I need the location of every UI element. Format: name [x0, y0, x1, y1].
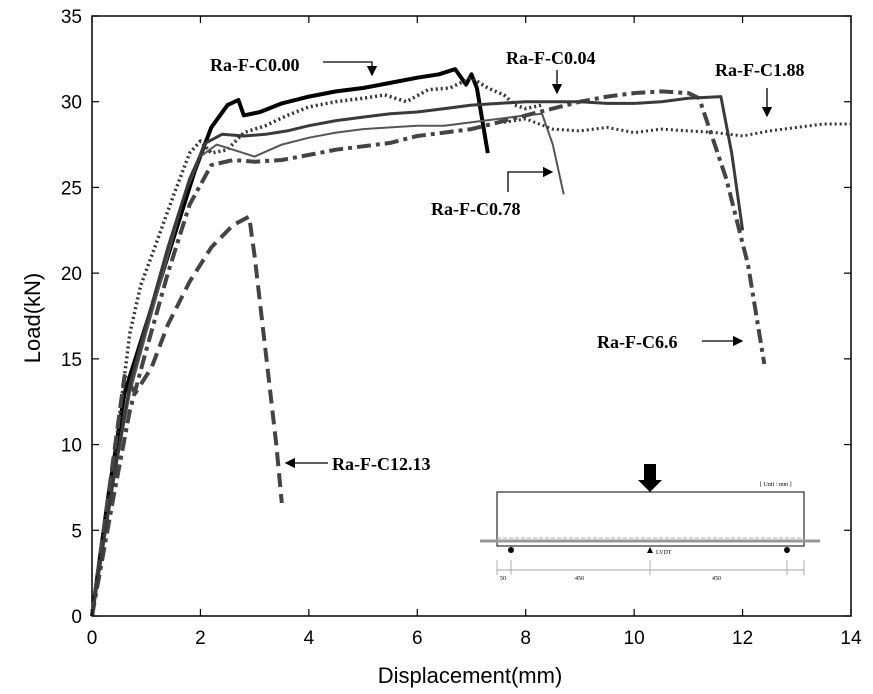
- x-tick-label: 14: [840, 628, 862, 649]
- series-line-ra-f-c1-88: [503, 117, 851, 138]
- series-line-ra-f-c12-13: [90, 214, 284, 617]
- y-tick-label: 5: [71, 521, 82, 542]
- right-support-icon: [784, 547, 790, 553]
- y-tick-label: 25: [61, 178, 82, 199]
- x-tick-label: 2: [195, 628, 206, 649]
- x-tick-label: 12: [732, 628, 753, 649]
- lvdt-label: LVDT: [656, 550, 672, 556]
- annotation-ra-f-c12-13: Ra-F-C12.13: [332, 454, 430, 474]
- y-axis-title: Load(kN): [20, 273, 45, 363]
- lvdt-marker-icon: [647, 547, 653, 553]
- x-tick-label: 0: [87, 628, 98, 649]
- annotation-arrow-ra-f-c0-00: [323, 61, 378, 77]
- unit-label: [ Unit : mm ]: [760, 482, 792, 488]
- annotation-ra-f-c6-6: Ra-F-C6.6: [597, 332, 677, 352]
- y-tick-label: 15: [61, 350, 82, 371]
- x-tick-label: 8: [520, 628, 531, 649]
- beam-body: [496, 491, 805, 547]
- dim-label: 450: [575, 576, 584, 582]
- y-tick-label: 20: [61, 264, 82, 285]
- y-tick-label: 10: [61, 436, 82, 457]
- plot-frame: [91, 15, 852, 617]
- annotation-layer: Ra-F-C0.00 Ra-F-C0.04 Ra-F-C1.88 Ra-F-C0.78…: [210, 48, 804, 474]
- ticks-layer: 0 2 4 6 8 10 12 14 0 5 10 15 20 25 30 35: [61, 7, 862, 649]
- annotation-ra-f-c0-00: Ra-F-C0.00: [210, 55, 299, 75]
- dim-label: 50: [500, 576, 506, 582]
- left-support-icon: [508, 547, 514, 553]
- x-axis-title: Displacement(mm): [378, 663, 563, 688]
- plot-border: [91, 15, 852, 617]
- x-tick-label: 10: [624, 628, 645, 649]
- series-line-ra-f-c0-78: [91, 112, 565, 617]
- annotation-ra-f-c0-04: Ra-F-C0.04: [506, 48, 595, 68]
- annotation-ra-f-c0-78: Ra-F-C0.78: [431, 199, 520, 219]
- y-tick-label: 0: [71, 607, 82, 628]
- series-line-unlabeled-6: [90, 95, 745, 617]
- annotation-ra-f-c1-88: Ra-F-C1.88: [715, 60, 804, 80]
- beam-schematic-inset: LVDT [ Unit : mm ] 50 450 450: [480, 464, 820, 582]
- load-arrow-icon: [638, 464, 662, 492]
- x-tick-label: 4: [304, 628, 315, 649]
- annotation-arrow-ra-f-c0-78: [507, 166, 554, 192]
- y-tick-label: 35: [61, 7, 82, 28]
- y-tick-label: 30: [61, 93, 82, 114]
- series-layer: [90, 67, 851, 617]
- series-line-ra-f-c0-00: [90, 67, 490, 617]
- series-line-ra-f-c6-6: [90, 89, 767, 617]
- series-line-ra-f-c0-04: [90, 75, 543, 617]
- x-tick-label: 6: [412, 628, 423, 649]
- dim-label: 450: [712, 576, 721, 582]
